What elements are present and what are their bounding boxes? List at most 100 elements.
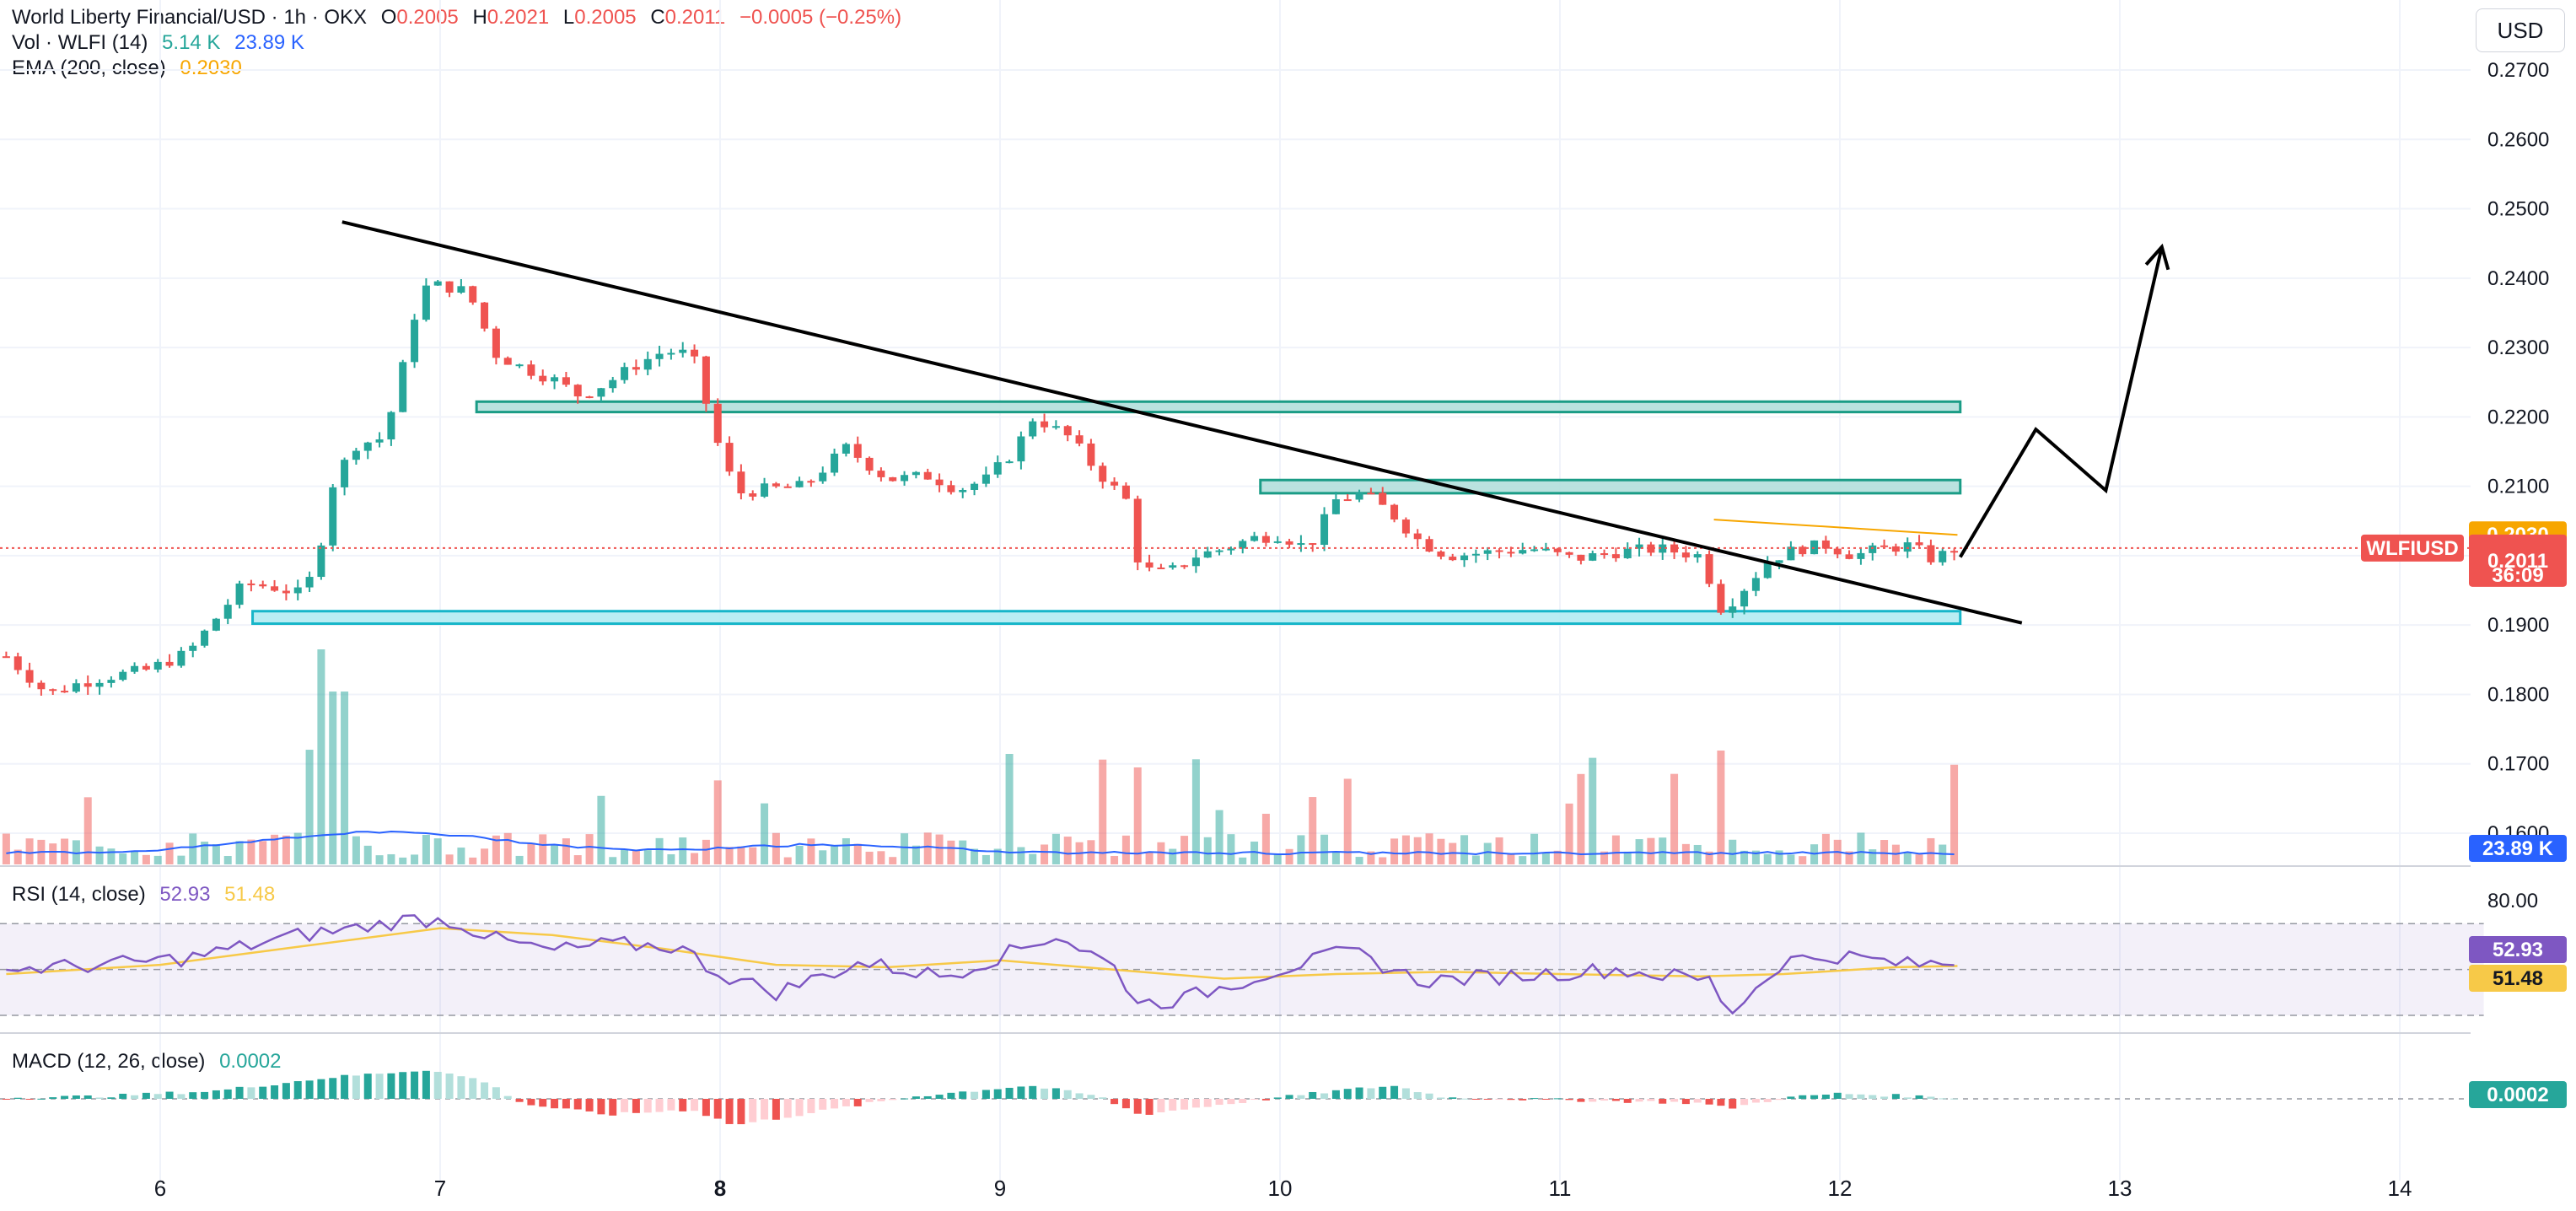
volume-bar	[375, 855, 384, 864]
volume-bar	[515, 855, 524, 864]
volume-bar	[1379, 857, 1387, 864]
volume-bar	[947, 840, 955, 864]
volume-legend[interactable]: Vol · WLFI (14) 5.14 K 23.89 K	[12, 30, 313, 56]
macd-bar	[597, 1099, 605, 1115]
macd-bar	[177, 1094, 186, 1099]
volume-bar	[189, 833, 197, 864]
volume-bar	[1355, 857, 1363, 864]
macd-bar	[49, 1097, 57, 1099]
candle-body	[131, 665, 139, 672]
macd-bar	[1857, 1094, 1865, 1099]
candle-body	[1751, 578, 1760, 591]
candle	[1087, 439, 1095, 471]
support-resistance-zones[interactable]	[251, 400, 1962, 626]
candle	[761, 477, 769, 498]
candle-body	[632, 367, 640, 370]
candle-body	[1133, 498, 1142, 562]
volume-bar	[1530, 833, 1539, 864]
ema-legend[interactable]: EMA (200, close) 0.2030	[12, 56, 250, 81]
macd-bar	[713, 1099, 722, 1119]
macd-bar	[13, 1097, 22, 1099]
candle-body	[1857, 552, 1865, 559]
candle-body	[1705, 554, 1713, 584]
candle	[621, 363, 629, 384]
volume-bar	[13, 849, 22, 864]
macd-tag-bg	[2469, 1081, 2567, 1108]
candle	[655, 346, 664, 367]
currency-button[interactable]: USD	[2476, 8, 2565, 52]
macd-bar	[1250, 1099, 1259, 1100]
candle	[492, 326, 500, 365]
volume-bar	[1775, 850, 1783, 864]
price-axis[interactable]: 0.2700 0.2600 0.2500 0.2400 0.2300 0.2200 0.21…	[2487, 59, 2549, 958]
volume-bar	[1495, 837, 1503, 864]
candle-body	[889, 476, 897, 482]
candle-body	[749, 493, 757, 497]
macd-bar	[1180, 1099, 1189, 1110]
volume-bar	[865, 851, 874, 864]
candle-body	[1775, 560, 1783, 563]
candle	[1215, 549, 1223, 556]
macd-bar	[1600, 1099, 1609, 1101]
candle	[503, 356, 512, 365]
macd-bar	[947, 1092, 955, 1099]
volume-bar	[1740, 850, 1749, 864]
volume-bar	[981, 854, 990, 864]
macd-bar	[1891, 1094, 1900, 1099]
macd-legend[interactable]: MACD (12, 26, close) 0.0002	[12, 1049, 289, 1074]
volume-bar	[1681, 843, 1690, 864]
volume-bar	[971, 848, 979, 864]
macd-bar	[1507, 1099, 1515, 1101]
candle-body	[1693, 554, 1702, 558]
macd-bar	[539, 1099, 547, 1107]
rsi-legend[interactable]: RSI (14, close) 52.93 51.48	[12, 882, 283, 907]
candle	[433, 279, 442, 286]
candle-body	[329, 487, 337, 546]
macd-bar	[749, 1099, 757, 1122]
volume-bar	[539, 834, 547, 864]
candle	[189, 642, 197, 658]
candle-body	[1203, 551, 1212, 558]
candle-body	[621, 367, 629, 380]
macd-tag: 0.0002	[2469, 1081, 2567, 1108]
volume-bar	[259, 841, 267, 864]
volume-bar	[1950, 764, 1959, 864]
rsi-ma-tag-bg	[2469, 965, 2567, 992]
candle-body	[352, 450, 360, 460]
candle	[457, 278, 465, 294]
candle-body	[1495, 550, 1503, 552]
volume-bar	[1553, 850, 1562, 864]
volume-bar	[153, 855, 162, 864]
candle-body	[72, 683, 80, 692]
volume-bar	[433, 838, 442, 864]
candle-body	[1507, 552, 1515, 554]
candle-body	[702, 356, 710, 404]
candle	[1425, 536, 1433, 552]
candle-body	[1950, 551, 1959, 553]
candle-body	[223, 605, 232, 619]
change-value: −0.0005 (−0.25%)	[739, 6, 902, 29]
volume-bar	[643, 850, 652, 864]
candle-body	[422, 285, 430, 320]
candle	[131, 662, 139, 674]
candle	[935, 473, 944, 492]
rsi-guides	[0, 923, 2484, 1016]
trendline[interactable]	[341, 220, 2023, 625]
volume-bar	[282, 835, 290, 864]
candle	[1099, 462, 1107, 489]
candle	[842, 442, 850, 457]
time-tick-label: 9	[994, 1176, 1006, 1201]
candle-body	[1320, 514, 1329, 546]
candle	[1751, 572, 1760, 596]
projection-path[interactable]	[1959, 246, 2164, 558]
symbol-title[interactable]: World Liberty Financial/USD · 1h · OKX	[12, 6, 368, 29]
price-tick-label: 0.1800	[2487, 683, 2549, 706]
time-axis[interactable]: 6 7 8 9 10 11 12 13 14	[154, 1176, 2412, 1201]
macd-bar	[865, 1099, 874, 1102]
rsi-ma-line	[6, 927, 1958, 980]
candle	[702, 355, 710, 412]
volume-bar	[1915, 854, 1923, 864]
candle	[1261, 531, 1270, 547]
macd-bar	[223, 1089, 232, 1099]
